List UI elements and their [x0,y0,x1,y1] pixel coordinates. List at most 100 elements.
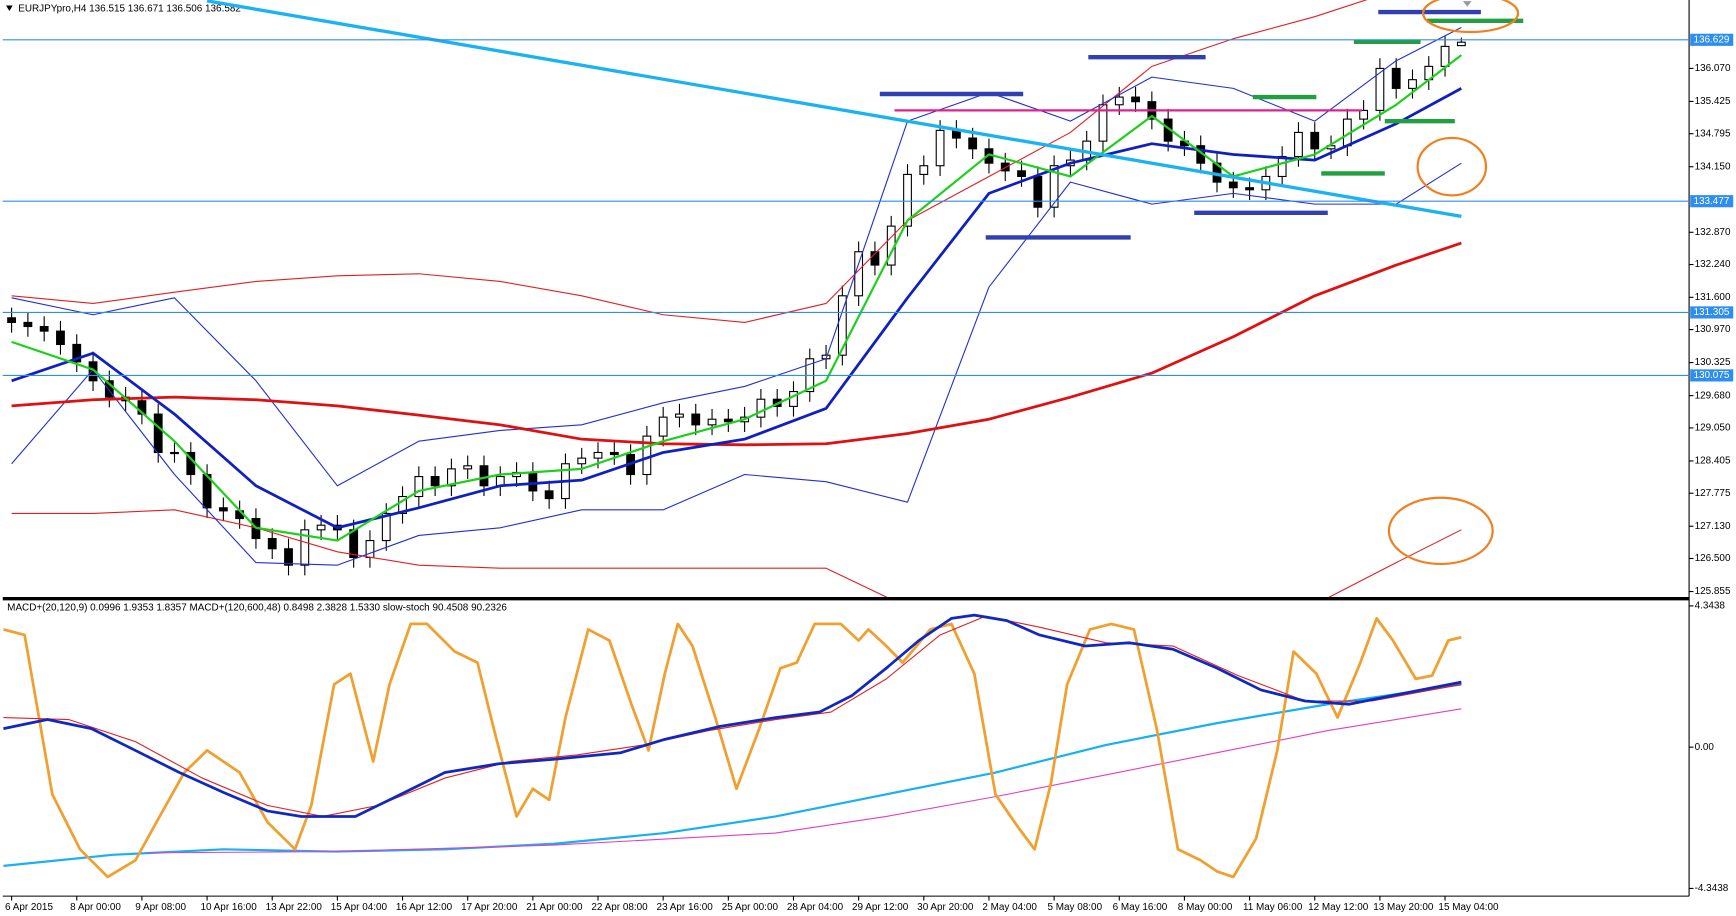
x-tick-label: 2 May 04:00 [982,902,1037,913]
indicator-line [11,162,1462,566]
x-tick-label: 15 Apr 04:00 [331,902,388,913]
price-level-tag [1690,195,1734,208]
menu-arrow[interactable] [6,5,13,12]
x-tick-label: 29 Apr 12:00 [852,902,909,913]
x-tick-label: 11 May 06:00 [1243,902,1303,913]
x-tick-label: 6 Apr 2015 [5,902,53,913]
price-level-label: 131.305 [1694,307,1730,318]
x-tick-label: 5 May 08:00 [1047,902,1102,913]
y-tick-label: 132.240 [1695,259,1731,270]
x-tick-label: 9 Apr 08:00 [135,902,186,913]
candle-body [919,165,929,175]
x-tick-label: 15 May 04:00 [1438,902,1499,913]
indicator-line [11,241,1462,447]
y-tick-label: -4.3438 [1695,883,1729,894]
candle-body [935,129,945,167]
chart-title: EURJPYpro,H4 136.515 136.671 136.506 136… [18,3,241,14]
indicator-line [3,613,1462,818]
candle-body [88,361,98,382]
indicator-line [11,26,1462,487]
candle-body [691,413,701,426]
candle-body [218,507,228,512]
highlight-ellipse [1416,136,1488,197]
candle-body [1277,155,1287,178]
candle-body [1375,67,1385,111]
y-tick-label: 128.405 [1695,456,1731,467]
candle-body [365,540,375,559]
candle-body [1440,45,1450,67]
x-tick-label: 13 Apr 22:00 [266,902,323,913]
indicator-line [3,616,1462,879]
candle-body [1391,67,1401,89]
candle-body [381,512,391,542]
y-tick-label: 130.970 [1695,324,1731,335]
indicator-line [11,87,1463,530]
candle-body [349,529,359,559]
candle-body [1294,131,1303,158]
price-level-label: 130.075 [1694,370,1730,381]
y-tick-label: 127.130 [1695,521,1731,532]
x-tick-label: 8 Apr 00:00 [70,902,121,913]
price-level-tag [1690,33,1734,46]
x-tick-label: 21 Apr 00:00 [526,902,583,913]
indicator-line [146,708,1462,854]
candle-body [267,537,277,550]
candle-body [1114,96,1124,106]
candle-body [1033,175,1043,208]
y-tick-label: 126.500 [1695,553,1731,564]
candle-body [1228,181,1238,189]
shift-marker [1462,1,1472,7]
candle-body [1017,170,1026,178]
y-tick-label: 135.425 [1695,96,1731,107]
candle-body [658,416,668,437]
candle-body [153,413,163,454]
candle-body [170,451,179,455]
candle-body [1456,41,1466,47]
y-tick-label: 125.855 [1695,586,1731,597]
y-tick-label: 129.050 [1695,423,1731,434]
candle-body [72,343,82,363]
y-tick-label: 130.325 [1695,357,1731,368]
y-tick-label: 132.870 [1695,227,1731,238]
candle-body [463,465,473,470]
candle-body [1098,104,1108,142]
y-tick-label: 134.150 [1695,161,1731,172]
candle-body [430,476,440,487]
candle-body [104,380,114,398]
price-level-tag [1690,369,1734,382]
candle-body [1049,165,1059,208]
candle-body [1000,162,1010,172]
y-tick-label: 0.00 [1695,742,1715,753]
candle-body [968,137,978,150]
candle-body [316,524,326,531]
candle-body [707,418,717,426]
y-tick-label: 136.070 [1695,63,1731,74]
price-level-label: 133.477 [1694,196,1730,207]
highlight-ellipse [1387,496,1494,566]
y-tick-label: 134.795 [1695,128,1731,139]
candle-body [56,330,65,345]
candle-body [284,548,293,566]
candle-body [414,476,424,498]
x-tick-label: 6 May 16:00 [1113,902,1168,913]
candle-body [1245,187,1255,191]
candle-body [837,295,847,356]
candle-body [479,465,489,487]
candle-body [137,400,147,415]
panel [7,0,1524,598]
x-tick-label: 17 Apr 20:00 [461,902,518,913]
candle-body [300,529,310,566]
x-tick-label: 13 May 20:00 [1373,902,1434,913]
y-tick-label: 4.3438 [1695,601,1726,612]
panel-title: MACD+(20,120,9) 0.0996 1.9353 1.8357 MAC… [7,603,507,614]
candle-body [756,398,766,418]
indicator-line [11,509,1462,598]
indicator-line [11,0,1368,323]
panel [3,613,1462,879]
x-tick-label: 28 Apr 04:00 [787,902,844,913]
y-tick-label: 129.680 [1695,390,1731,401]
candle-body [1310,131,1320,150]
candle-body [1408,79,1417,89]
